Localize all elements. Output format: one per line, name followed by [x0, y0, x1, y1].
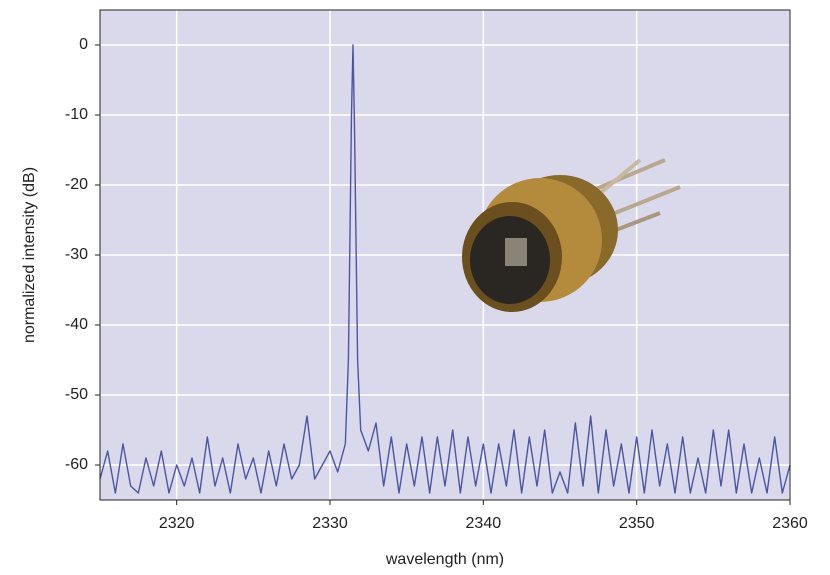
y-tick-label: 0: [79, 36, 88, 53]
x-tick-label: 2350: [619, 515, 655, 532]
y-axis-title: normalized intensity (dB): [21, 167, 38, 343]
x-tick-label: 2330: [312, 515, 348, 532]
x-tick-label: 2340: [466, 515, 502, 532]
y-tick-label: -30: [65, 246, 88, 263]
y-tick-label: -20: [65, 176, 88, 193]
chip: [505, 238, 527, 266]
x-tick-label: 2320: [159, 515, 195, 532]
spectrum-line: [99, 44, 791, 494]
x-tick-label: 2360: [772, 515, 808, 532]
y-tick-label: -40: [65, 316, 88, 333]
x-axis-title: wavelength (nm): [385, 551, 504, 568]
y-tick-label: -10: [65, 106, 88, 123]
y-tick-label: -50: [65, 386, 88, 403]
y-tick-label: -60: [65, 456, 88, 473]
laser-photo: [462, 158, 681, 312]
series: [99, 44, 791, 494]
